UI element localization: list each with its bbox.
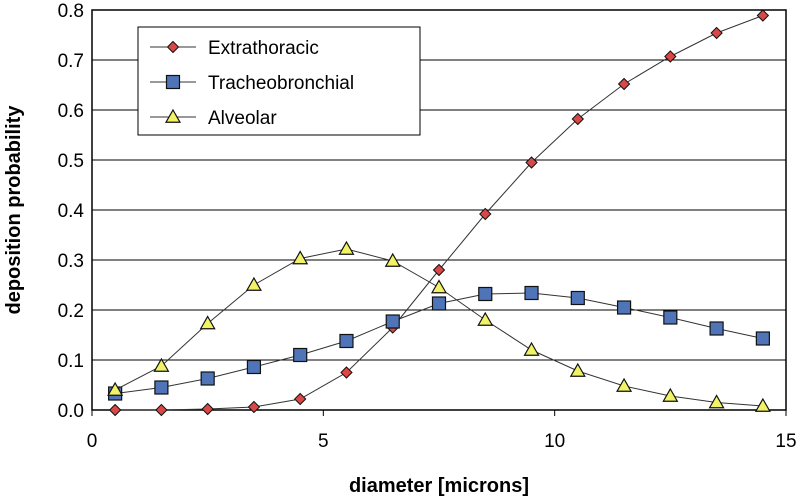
legend-marker — [166, 40, 180, 54]
y-tick-label: 0.0 — [58, 401, 84, 422]
extrathoracic-point — [479, 207, 492, 221]
tracheobronchial-point — [616, 300, 632, 315]
series-group — [107, 9, 771, 417]
tracheobronchial-point — [293, 347, 308, 363]
tracheobronchial-point — [385, 314, 400, 329]
x-tick-label: 15 — [775, 431, 796, 452]
alveolar-point — [523, 341, 540, 356]
extrathoracic-point — [710, 26, 723, 40]
alveolar-point — [338, 240, 355, 255]
legend-label: Extrathoracic — [208, 38, 319, 59]
y-tick-label: 0.6 — [58, 101, 84, 122]
alveolar-point — [107, 381, 124, 396]
plot-area — [91, 9, 787, 411]
extrathoracic-point — [340, 366, 353, 379]
legend-marker — [164, 108, 182, 123]
tracheobronchial-point — [478, 286, 493, 302]
tracheobronchial-point — [339, 333, 354, 349]
legend-marker — [165, 74, 181, 90]
legend-item-tracheobronchial: Tracheobronchial — [150, 73, 354, 94]
y-tick-label: 0.1 — [58, 351, 84, 372]
y-tick-label: 0.4 — [58, 201, 85, 222]
alveolar-point — [292, 250, 309, 265]
y-tick-label: 0.5 — [58, 151, 84, 172]
alveolar-point — [708, 394, 725, 409]
legend-label: Alveolar — [208, 108, 277, 129]
series-alveolar — [107, 240, 771, 412]
legend: Extrathoracic Tracheobronchial Alveolar — [137, 26, 421, 136]
extrathoracic-point — [155, 403, 168, 417]
extrathoracic-point — [247, 400, 261, 414]
alveolar-point — [384, 252, 401, 267]
x-tick-label: 5 — [318, 431, 329, 452]
extrathoracic-point — [293, 392, 307, 406]
tracheobronchial-point — [154, 380, 169, 395]
legend-label: Tracheobronchial — [208, 73, 354, 94]
tracheobronchial-point — [755, 331, 770, 346]
axis-ticks: 0.0 0.1 0.2 0.3 0.4 0.5 0.6 0.7 0.8 0 5 10 15 — [58, 1, 797, 452]
y-axis-title: deposition probability — [3, 105, 25, 315]
extrathoracic-point — [756, 9, 770, 22]
alveolar-point — [662, 387, 679, 402]
y-tick-label: 0.3 — [58, 251, 84, 272]
alveolar-point — [477, 311, 494, 326]
extrathoracic-point — [525, 156, 538, 169]
y-tick-label: 0.7 — [58, 51, 84, 72]
series-tracheobronchial — [108, 285, 770, 401]
extrathoracic-point — [432, 263, 446, 277]
tracheobronchial-point — [709, 321, 724, 336]
alveolar-point — [569, 362, 586, 377]
tracheobronchial-point — [570, 290, 585, 306]
legend-item-alveolar: Alveolar — [150, 108, 277, 129]
extrathoracic-point — [571, 112, 585, 126]
legend-item-extrathoracic: Extrathoracic — [150, 38, 319, 59]
alveolar-point — [430, 279, 448, 294]
x-tick-label: 0 — [87, 431, 98, 452]
extrathoracic-point — [108, 403, 122, 417]
tracheobronchial-point — [200, 371, 215, 386]
x-axis-title: diameter [microns] — [349, 475, 529, 497]
extrathoracic-point — [201, 402, 214, 416]
tracheobronchial-point — [663, 310, 678, 325]
tracheobronchial-point — [246, 359, 262, 375]
alveolar-point — [199, 315, 216, 330]
alveolar-point — [616, 377, 633, 392]
alveolar-point — [153, 357, 170, 372]
alveolar-point — [245, 276, 262, 291]
y-tick-label: 0.8 — [58, 1, 84, 22]
alveolar-point — [754, 397, 771, 412]
tracheobronchial-point — [524, 285, 539, 301]
series-extrathoracic — [108, 9, 770, 417]
extrathoracic-point — [664, 50, 677, 63]
extrathoracic-point — [617, 77, 631, 91]
x-tick-label: 10 — [544, 431, 565, 452]
tracheobronchial-point — [431, 296, 447, 311]
y-tick-label: 0.2 — [58, 301, 84, 322]
